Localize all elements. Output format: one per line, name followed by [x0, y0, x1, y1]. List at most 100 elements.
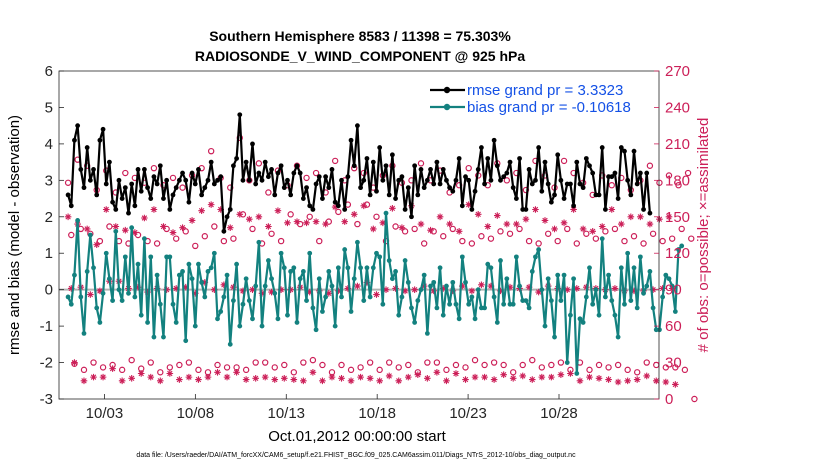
right-tick-label: 60: [665, 318, 682, 335]
obs-assimilated-marker: [300, 377, 307, 385]
obs-possible-marker: [223, 364, 231, 371]
bias-point: [602, 294, 608, 300]
rmse-point: [501, 174, 507, 180]
obs-possible-marker: [516, 225, 523, 233]
rmse-point: [599, 145, 605, 150]
obs-assimilated-marker: [284, 219, 291, 227]
bias-point: [138, 312, 144, 318]
obs-possible-marker: [401, 228, 409, 235]
obs-assimilated-marker: [462, 376, 469, 383]
rmse-point: [129, 181, 135, 187]
rmse-point: [517, 156, 522, 161]
rmse-point: [507, 159, 513, 165]
bias-point: [81, 331, 87, 336]
bias-point: [418, 287, 424, 293]
obs-possible-marker: [249, 225, 256, 233]
bias-point: [218, 309, 224, 314]
right-tick-label: 270: [665, 63, 690, 80]
bias-point: [113, 228, 119, 234]
left-tick-label: 3: [45, 172, 53, 189]
obs-assimilated-marker: [319, 377, 326, 385]
obs-assimilated-marker: [494, 212, 501, 219]
obs-possible-marker: [420, 240, 428, 247]
obs-assimilated-marker: [404, 373, 412, 381]
obs-possible-marker: [287, 211, 294, 218]
bias-point: [612, 312, 618, 318]
obs-assimilated-marker: [118, 377, 126, 385]
rmse-point: [609, 174, 615, 180]
obs-possible-marker: [468, 240, 476, 247]
bias-point: [208, 265, 214, 271]
obs-possible-marker: [331, 157, 339, 165]
obs-assimilated-marker: [608, 206, 616, 213]
obs-assimilated-marker: [322, 220, 329, 228]
obs-assimilated-marker: [611, 285, 619, 292]
obs-assimilated-marker: [331, 203, 339, 211]
bias-point: [72, 272, 77, 278]
rmse-point: [310, 207, 316, 212]
bias-point: [456, 316, 462, 322]
rmse-point: [91, 167, 96, 172]
obs-assimilated-marker: [506, 283, 514, 291]
bias-point: [167, 254, 173, 260]
obs-assimilated-marker: [382, 286, 390, 293]
obs-assimilated-marker: [112, 223, 120, 230]
rmse-point: [339, 177, 344, 183]
bias-point: [332, 323, 338, 329]
bias-point: [161, 334, 166, 340]
rmse-point: [132, 203, 138, 209]
obs-assimilated-marker: [201, 279, 209, 286]
rmse-point: [374, 188, 379, 194]
rmse-point: [456, 156, 462, 161]
rmse-point: [78, 167, 84, 172]
rmse-line: [67, 113, 651, 233]
bias-point: [215, 316, 220, 322]
obs-assimilated-marker: [570, 206, 577, 213]
obs-assimilated-marker: [557, 371, 565, 379]
data-file-footer: data file: /Users/raeder/DAI/ATM_forcXX/…: [136, 452, 576, 459]
bias-point: [583, 294, 589, 300]
obs-assimilated-marker: [64, 213, 72, 221]
x-tick-label: 10/23: [449, 405, 487, 422]
bias-point: [558, 298, 564, 303]
obs-assimilated-marker: [90, 373, 97, 381]
bias-point: [199, 279, 205, 285]
bias-point: [634, 305, 640, 311]
bias-point: [364, 265, 370, 271]
obs-assimilated-marker: [198, 207, 205, 215]
obs-possible-marker: [405, 361, 412, 369]
rmse-point: [431, 181, 437, 187]
obs-assimilated-marker: [586, 373, 593, 381]
left-tick-label: 1: [45, 245, 53, 262]
bias-point: [504, 276, 510, 282]
rmse-point: [647, 210, 653, 216]
bias-point: [227, 341, 233, 347]
bias-point: [622, 301, 627, 307]
obs-assimilated-marker: [417, 220, 425, 228]
bias-point: [170, 301, 176, 307]
obs-assimilated-marker: [134, 283, 142, 291]
obs-possible-marker: [449, 225, 456, 233]
bias-point: [424, 331, 430, 336]
rmse-point: [409, 214, 414, 220]
rmse-point: [612, 170, 618, 176]
bias-point: [552, 334, 557, 340]
bias-point: [548, 298, 554, 303]
rmse-point: [596, 192, 602, 198]
obs-possible-marker: [478, 233, 485, 240]
obs-possible-marker: [319, 361, 326, 369]
bias-point: [374, 250, 379, 256]
obs-assimilated-marker: [471, 373, 479, 381]
plot-border: [58, 70, 660, 400]
bias-point: [339, 294, 344, 300]
bias-point: [421, 272, 427, 278]
bias-point: [126, 290, 131, 296]
obs-assimilated-marker: [370, 225, 377, 233]
obs-assimilated-marker: [191, 290, 199, 297]
obs-possible-marker: [392, 223, 399, 230]
rmse-point: [246, 177, 252, 183]
rmse-point: [625, 177, 631, 183]
obs-assimilated-marker: [131, 229, 139, 236]
obs-possible-marker: [325, 218, 332, 225]
obs-possible-marker: [433, 359, 441, 366]
